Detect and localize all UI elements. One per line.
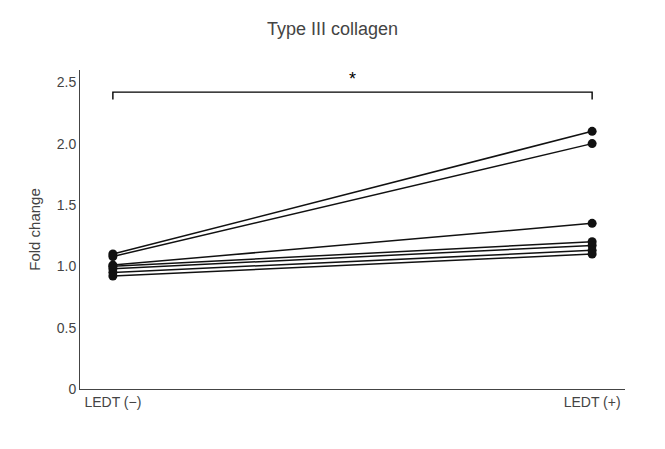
svg-text:2.5: 2.5: [57, 74, 77, 90]
svg-text:1.5: 1.5: [57, 197, 77, 213]
svg-text:0: 0: [68, 381, 76, 397]
svg-text:LEDT (+): LEDT (+): [564, 394, 621, 410]
svg-text:LEDT (−): LEDT (−): [84, 394, 141, 410]
svg-text:2.0: 2.0: [57, 136, 77, 152]
svg-text:Type III collagen: Type III collagen: [267, 19, 398, 39]
svg-text:0.5: 0.5: [57, 320, 77, 336]
svg-text:1.0: 1.0: [57, 258, 77, 274]
svg-text:*: *: [349, 69, 356, 89]
svg-text:Fold change: Fold change: [26, 188, 43, 271]
